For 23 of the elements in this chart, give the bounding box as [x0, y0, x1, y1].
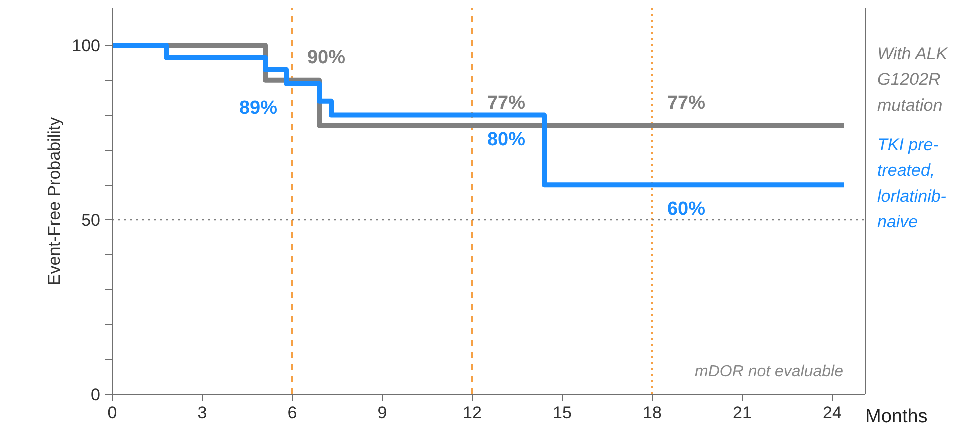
- annotation: mDOR not evaluable: [694, 364, 844, 380]
- y-tick-label: 0: [91, 386, 101, 404]
- annotation: 80%: [487, 129, 526, 150]
- y-axis-title: Event-Free Probability: [45, 116, 64, 286]
- series-label: TKI pre-treated, lorlatinib-naive: [878, 136, 947, 232]
- x-tick-label: 21: [733, 404, 752, 422]
- x-tick-label: 15: [553, 404, 572, 422]
- x-tick-label: 6: [288, 404, 298, 422]
- annotation: 77%: [487, 92, 526, 114]
- y-tick-label: 100: [72, 36, 101, 56]
- x-tick-label: 12: [463, 404, 482, 422]
- x-tick-label: 3: [198, 404, 208, 422]
- x-tick-label: 24: [823, 404, 842, 422]
- text: With ALK G1202R mutation: [878, 44, 948, 115]
- x-tick-label: 0: [108, 404, 118, 422]
- annotation: 90%: [307, 47, 346, 68]
- x-axis-title: Months: [866, 406, 928, 428]
- annotation: 77%: [667, 92, 706, 114]
- y-tick-label: 50: [82, 210, 101, 230]
- annotation: 60%: [667, 199, 706, 220]
- x-tick-label: 18: [643, 404, 662, 422]
- x-tick-label: 9: [378, 404, 388, 422]
- annotation: 89%: [239, 98, 278, 119]
